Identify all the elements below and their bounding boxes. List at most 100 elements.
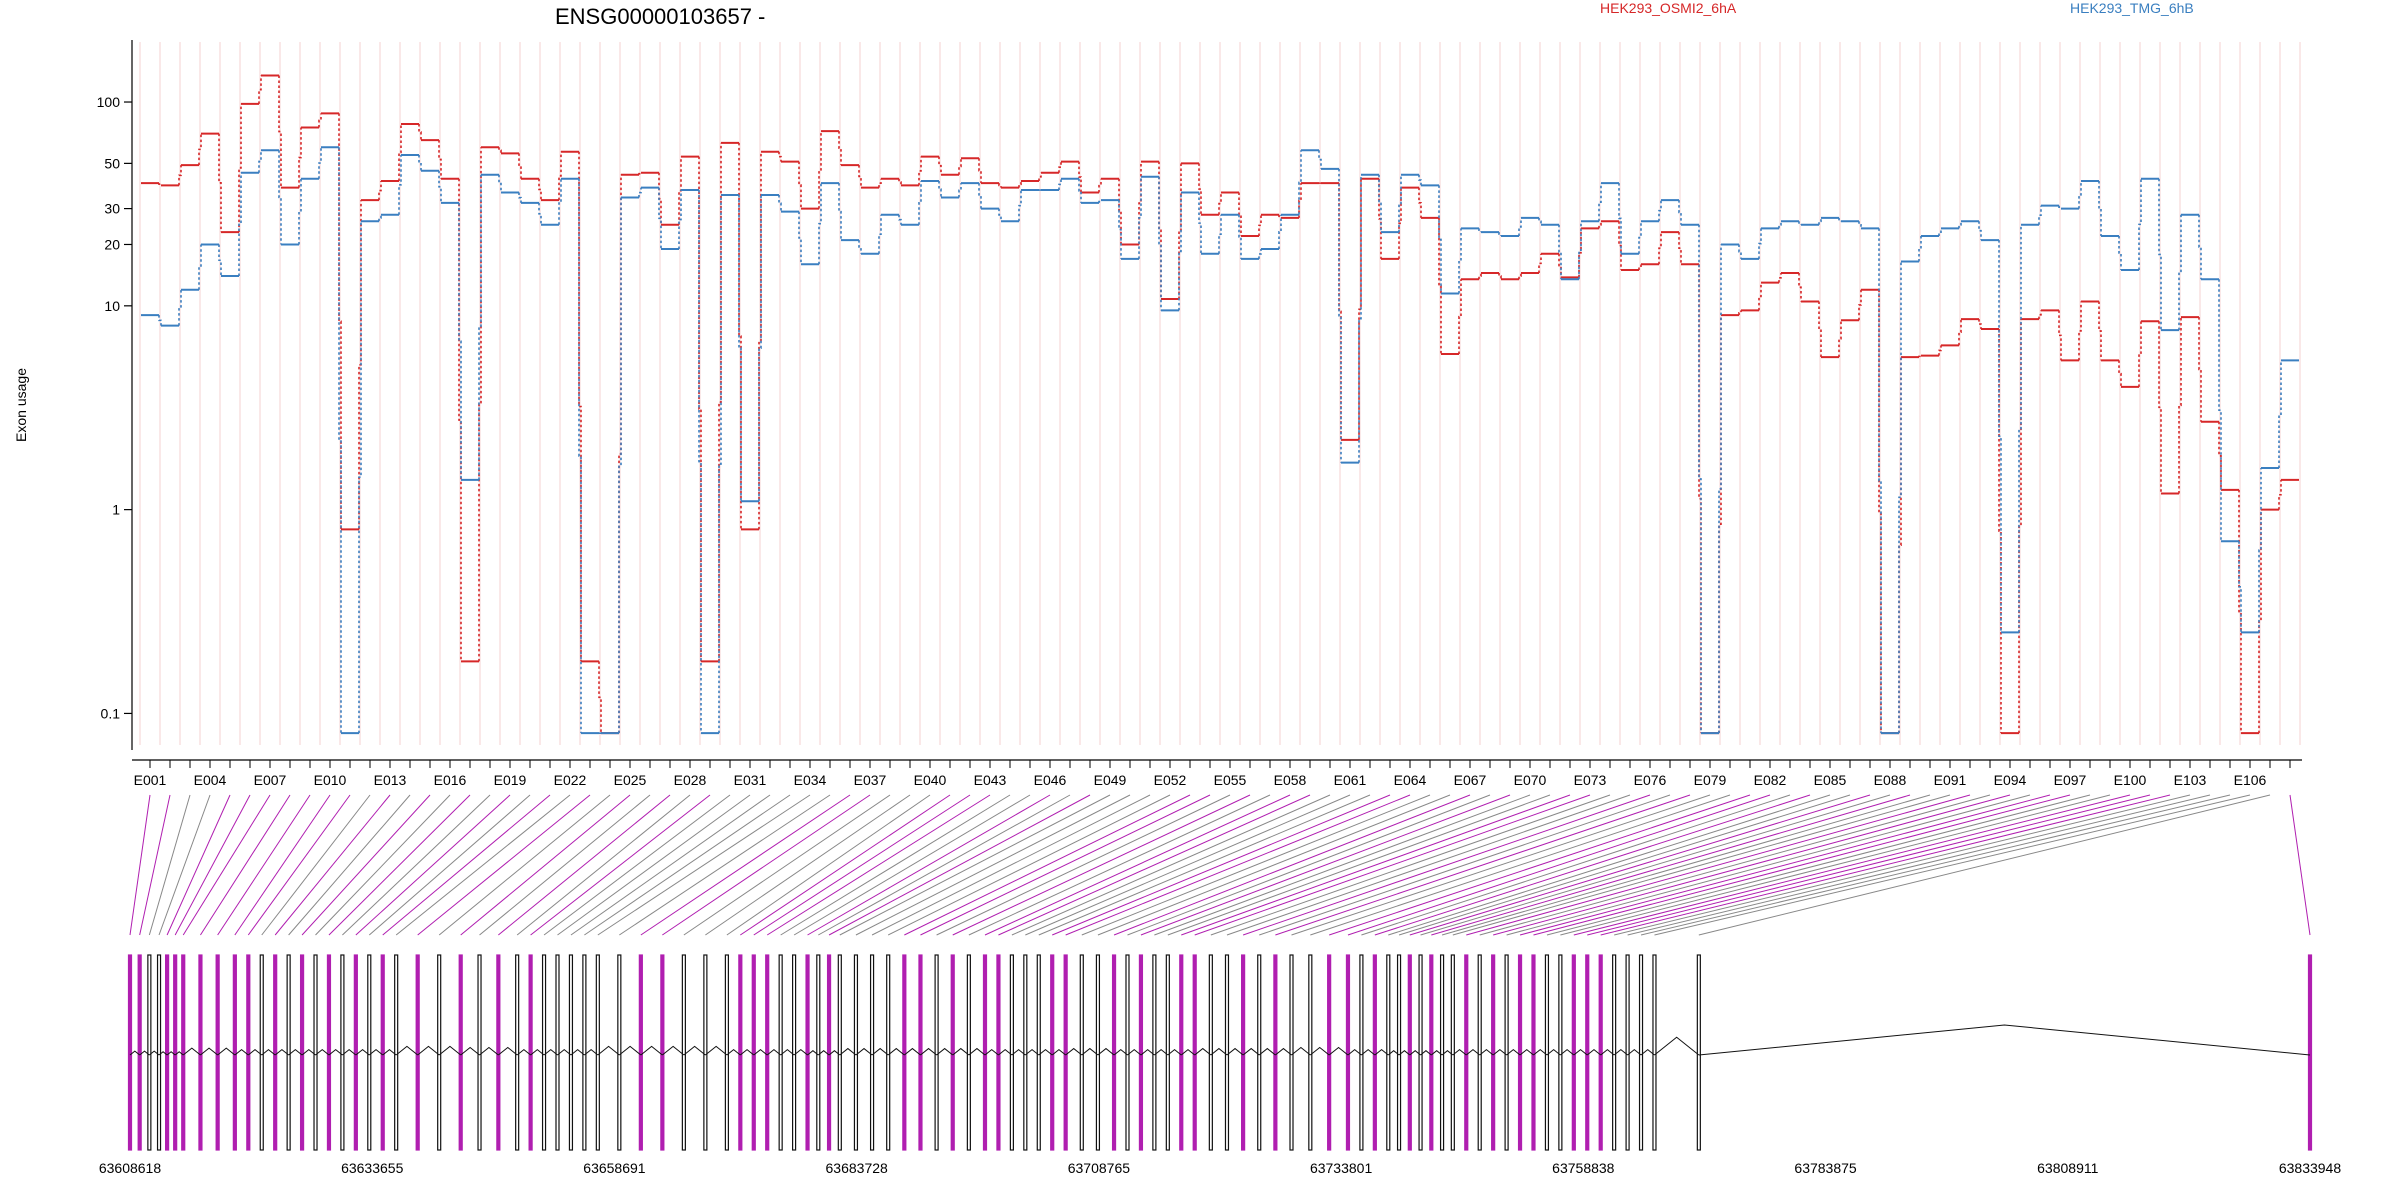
exon-connector <box>182 794 271 936</box>
intron-line <box>726 1048 741 1056</box>
exon-connector <box>530 794 711 936</box>
exon-box <box>1504 954 1509 1151</box>
intron-line <box>342 1048 357 1056</box>
x-tick-label: E073 <box>1574 772 1607 788</box>
exon-connector <box>1374 794 1811 936</box>
exon-box <box>918 954 923 1151</box>
exon-connector <box>1361 794 1791 936</box>
intron-line <box>234 1048 249 1056</box>
exon-box <box>380 954 385 1151</box>
exon-box <box>837 954 842 1151</box>
intron-line <box>753 1048 768 1056</box>
exon-connector <box>139 794 171 936</box>
exon-box <box>1429 954 1434 1151</box>
exon-box <box>1585 954 1590 1151</box>
exon-box <box>528 954 533 1151</box>
x-tick-label: E079 <box>1694 772 1727 788</box>
exon-box <box>259 954 264 1151</box>
intron-line <box>1347 1048 1362 1056</box>
exon-connector <box>1519 794 2051 936</box>
intron-line <box>828 1050 841 1056</box>
exon-connector <box>662 794 871 936</box>
intron-line <box>936 1047 954 1056</box>
x-tick-label: E046 <box>1034 772 1067 788</box>
intron-line <box>1011 1048 1026 1056</box>
exon-box <box>1372 954 1377 1151</box>
intron-line <box>479 1046 499 1056</box>
exon-connector <box>129 794 151 936</box>
exon-connector <box>247 794 351 936</box>
exon-connector <box>217 794 311 936</box>
exon-connector <box>1065 794 1411 936</box>
exon-box <box>1241 954 1246 1151</box>
exon-box <box>215 954 220 1151</box>
exon-connector <box>793 794 1031 936</box>
intron-line <box>968 1047 986 1056</box>
exon-box <box>156 954 162 1151</box>
exon-box <box>541 954 547 1151</box>
exon-connector <box>1388 794 1831 936</box>
x-tick-label: E028 <box>674 772 707 788</box>
intron-line <box>217 1047 236 1056</box>
x-tick-label: E007 <box>254 772 287 788</box>
exon-box <box>515 954 520 1151</box>
intron-line <box>301 1048 316 1056</box>
exon-box <box>568 954 574 1151</box>
exon-box <box>127 954 133 1151</box>
intron-line <box>129 1050 140 1056</box>
exon-connector <box>417 794 591 936</box>
legend-series-tmg: HEK293_TMG_6hB <box>2070 0 2194 16</box>
exon-connector <box>1698 794 2271 936</box>
intron-line <box>780 1048 795 1056</box>
exon-connector <box>1097 794 1451 936</box>
exon-box <box>950 954 955 1151</box>
intron-line <box>1051 1048 1066 1056</box>
exon-box <box>246 954 251 1151</box>
genomic-axis-label: 63808911 <box>2037 1160 2098 1176</box>
exon-box <box>1386 954 1391 1151</box>
exon-box <box>1652 954 1657 1151</box>
genomic-coordinate-axis: 63608618 63633655 63658691 63683728 63708765… <box>99 1160 2342 1176</box>
exon-connector <box>998 794 1311 936</box>
exon-box <box>1450 954 1455 1151</box>
exon-box <box>1165 954 1170 1151</box>
y-tick-label: 100 <box>97 94 121 110</box>
x-tick-label: E052 <box>1154 772 1187 788</box>
exon-connector <box>166 794 231 936</box>
exon-connector <box>1640 794 2231 936</box>
exon-connector <box>920 794 1211 936</box>
intron-line <box>1431 1050 1443 1056</box>
exon-box <box>367 954 372 1151</box>
intron-line <box>1627 1048 1642 1056</box>
exon-connector <box>1600 794 2171 936</box>
exon-box <box>1517 954 1523 1151</box>
intron-line <box>1387 1050 1400 1056</box>
intron-line <box>498 1046 518 1056</box>
exon-connector <box>1154 794 1531 936</box>
exon-connector <box>597 794 811 936</box>
exon-connector <box>570 794 771 936</box>
intron-line <box>807 1050 819 1056</box>
intron-line <box>288 1048 303 1056</box>
intron-line <box>166 1051 176 1056</box>
exon-connector <box>1194 794 1591 936</box>
exon-box <box>1224 954 1230 1151</box>
exon-box <box>340 954 345 1151</box>
x-tick-label: E013 <box>374 772 407 788</box>
intron-line <box>1097 1047 1115 1056</box>
exon-box <box>1571 954 1576 1151</box>
exon-connector <box>952 794 1251 936</box>
exon-box <box>1138 954 1144 1151</box>
exon-connector <box>807 794 1051 936</box>
exon-box <box>778 954 783 1151</box>
intron-line <box>1226 1047 1244 1056</box>
intron-line <box>1167 1048 1182 1056</box>
exon-connector <box>584 794 791 936</box>
exon-box <box>1023 954 1028 1151</box>
intron-line <box>1600 1048 1615 1056</box>
exon-connector <box>328 794 471 936</box>
exon-connector <box>1546 794 2091 936</box>
exon-box <box>1359 954 1364 1151</box>
exon-box <box>751 954 756 1151</box>
x-tick-label: E058 <box>1274 772 1307 788</box>
